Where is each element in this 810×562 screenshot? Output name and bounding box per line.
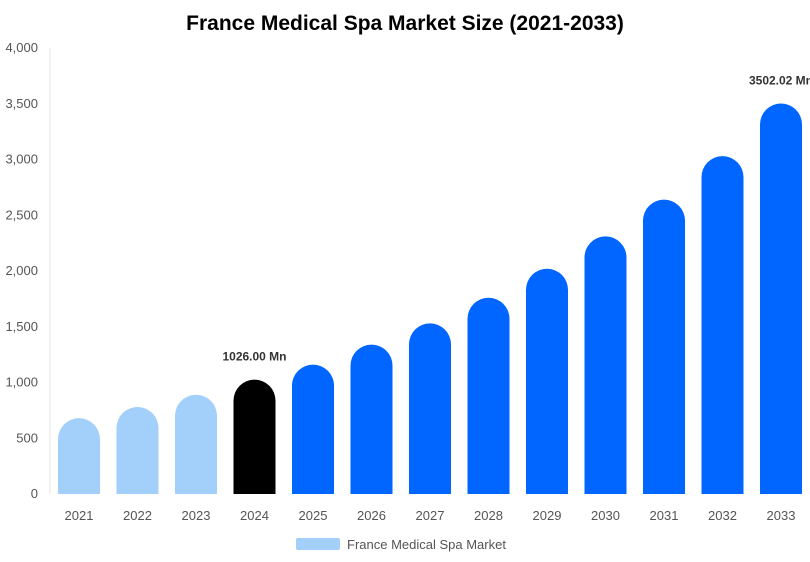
legend-label: France Medical Spa Market (347, 537, 506, 552)
data-labels: 1026.00 Mn 3502.02 Mn (222, 74, 810, 364)
x-tick-label: 2024 (240, 508, 269, 523)
legend[interactable]: France Medical Spa Market (296, 537, 506, 552)
x-tick-label: 2022 (123, 508, 152, 523)
legend-swatch (296, 538, 340, 550)
x-tick-label: 2028 (474, 508, 503, 523)
y-tick-label: 3,500 (5, 96, 38, 111)
bar-2032[interactable] (701, 156, 744, 494)
y-tick-label: 2,000 (5, 263, 38, 278)
x-tick-label: 2023 (182, 508, 211, 523)
x-tick-label: 2031 (650, 508, 679, 523)
x-axis: 2021 2022 2023 2024 2025 2026 2027 2028 2029 2030… (65, 508, 796, 523)
x-tick-label: 2026 (357, 508, 386, 523)
bar-2025[interactable] (292, 364, 334, 494)
x-tick-label: 2032 (708, 508, 737, 523)
data-label-2024: 1026.00 Mn (222, 350, 286, 364)
bar-2024[interactable] (233, 379, 276, 494)
bar-2022[interactable] (116, 407, 159, 494)
data-label-2033: 3502.02 Mn (749, 74, 810, 88)
x-tick-label: 2027 (416, 508, 445, 523)
y-tick-label: 500 (16, 430, 38, 445)
y-tick-label: 4,000 (5, 40, 38, 55)
chart-title: France Medical Spa Market Size (2021-203… (186, 12, 624, 35)
bar-2028[interactable] (467, 297, 510, 494)
y-tick-label: 2,500 (5, 207, 38, 222)
y-tick-label: 1,500 (5, 319, 38, 334)
x-tick-label: 2033 (767, 508, 796, 523)
bars (58, 103, 802, 495)
x-tick-label: 2021 (65, 508, 94, 523)
y-tick-label: 0 (31, 486, 38, 501)
x-tick-label: 2030 (591, 508, 620, 523)
bar-2026[interactable] (350, 344, 393, 494)
bar-2027[interactable] (409, 323, 451, 494)
y-tick-label: 3,000 (5, 152, 38, 167)
bar-2033[interactable] (760, 103, 802, 494)
y-tick-label: 1,000 (5, 375, 38, 390)
bar-2031[interactable] (643, 199, 685, 494)
bar-2021[interactable] (58, 418, 100, 494)
x-tick-label: 2029 (533, 508, 562, 523)
y-axis: 0 500 1,000 1,500 2,000 2,500 3,000 3,500 4,000 (5, 40, 38, 501)
x-tick-label: 2025 (299, 508, 328, 523)
bar-2030[interactable] (584, 236, 627, 495)
bar-2023[interactable] (175, 394, 217, 494)
bar-2029[interactable] (526, 268, 568, 494)
